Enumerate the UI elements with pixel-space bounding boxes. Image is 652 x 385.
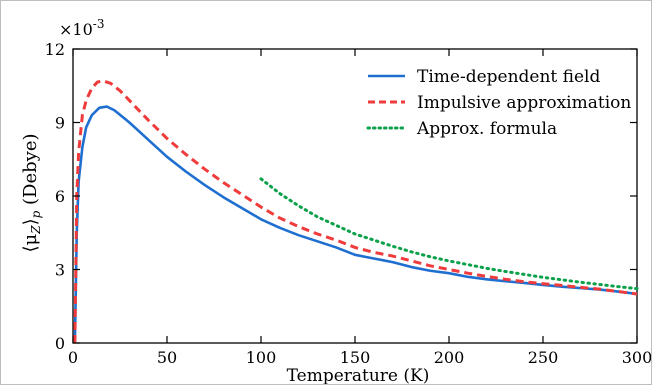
- y-tick-label: 3: [55, 261, 65, 280]
- y-ticks: 0 3 6 9 12: [45, 40, 637, 353]
- y-axis-label: ⟨μZ⟩p (Debye): [20, 133, 43, 252]
- y-tick-label: 12: [45, 40, 65, 59]
- x-tick-label: 150: [340, 348, 371, 367]
- x-axis-label: Temperature (K): [287, 366, 430, 384]
- series-line-approx-formula: [259, 177, 639, 291]
- series-layer: [73, 79, 639, 344]
- y-tick-label: 6: [55, 187, 65, 206]
- x-tick-label: 100: [246, 348, 277, 367]
- legend-label-impulsive-approximation: Impulsive approximation: [417, 93, 631, 113]
- y-tick-label: 0: [55, 334, 65, 353]
- legend: Time-dependent field Impulsive approxima…: [366, 67, 631, 139]
- series-line-impulsive-approximation: [73, 79, 638, 344]
- legend-label-time-dependent-field: Time-dependent field: [417, 67, 600, 87]
- x-ticks: 0 50 100 150 200 250 300: [68, 49, 651, 367]
- y-tick-label: 9: [55, 114, 65, 133]
- y-multiplier: ×10-3: [59, 17, 104, 39]
- legend-label-approx-formula: Approx. formula: [416, 119, 557, 139]
- x-tick-label: 300: [622, 348, 651, 367]
- x-tick-label: 0: [68, 348, 78, 367]
- plot-area: 0 50 100 150 200 250 300 0 3 6 9 12: [45, 40, 651, 367]
- x-tick-label: 250: [528, 348, 559, 367]
- series-line-time-dependent-field: [73, 105, 638, 344]
- x-tick-label: 200: [434, 348, 465, 367]
- x-tick-label: 50: [157, 348, 177, 367]
